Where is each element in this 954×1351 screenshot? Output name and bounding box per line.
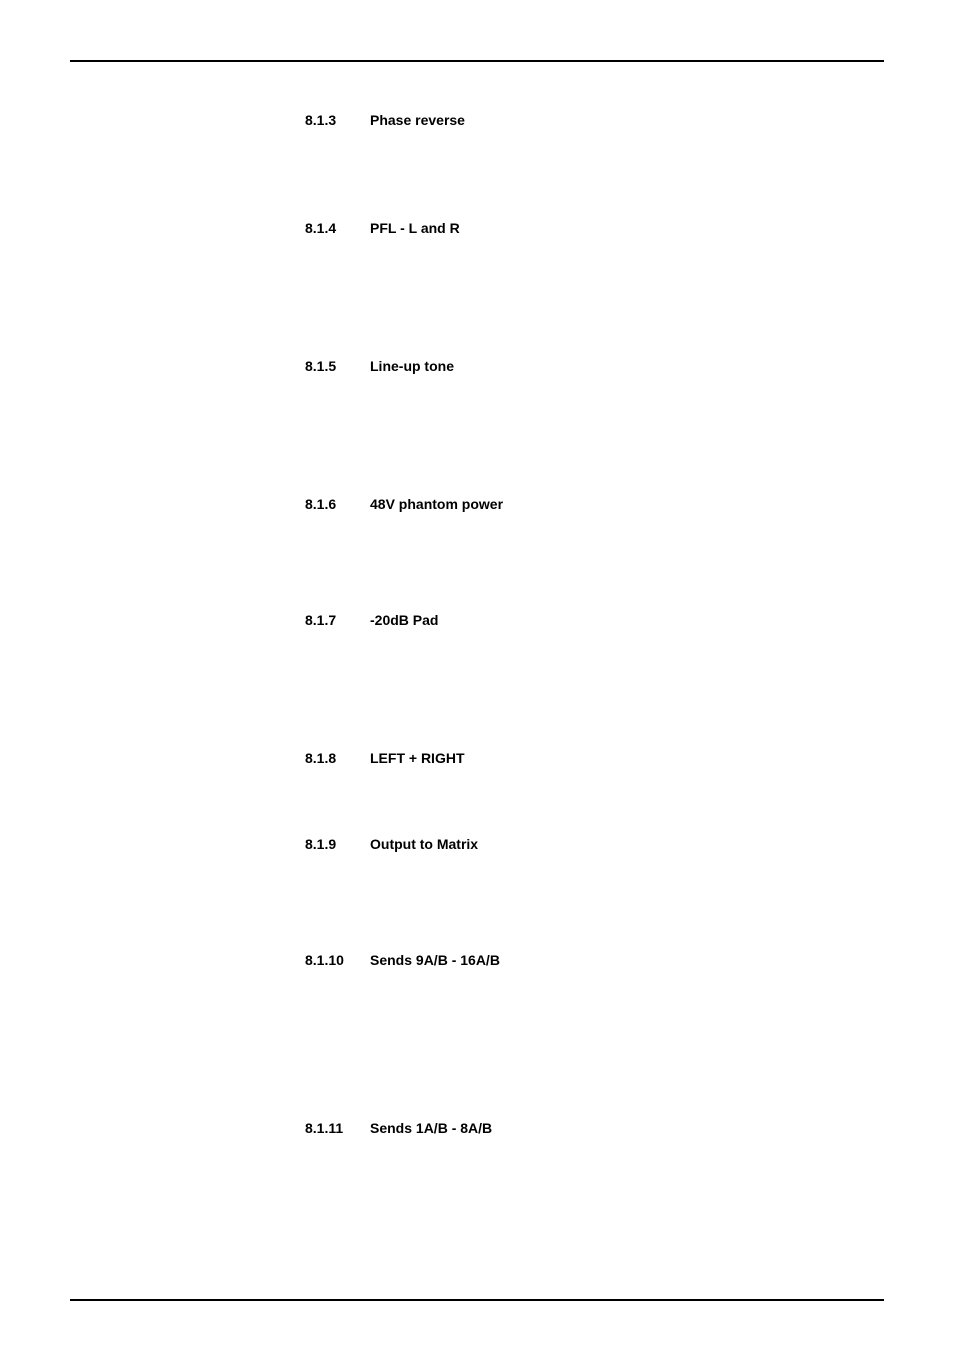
section-entry: 8.1.4 PFL - L and R (305, 220, 884, 236)
section-number: 8.1.8 (305, 750, 370, 766)
section-title: Sends 9A/B - 16A/B (370, 952, 500, 968)
section-entry: 8.1.7 -20dB Pad (305, 612, 884, 628)
section-entry: 8.1.10 Sends 9A/B - 16A/B (305, 952, 884, 968)
section-number: 8.1.6 (305, 496, 370, 512)
section-number: 8.1.9 (305, 836, 370, 852)
section-number: 8.1.7 (305, 612, 370, 628)
section-number: 8.1.4 (305, 220, 370, 236)
section-title: -20dB Pad (370, 612, 438, 628)
section-title: LEFT + RIGHT (370, 750, 465, 766)
section-number: 8.1.3 (305, 112, 370, 128)
section-entry: 8.1.8 LEFT + RIGHT (305, 750, 884, 766)
section-title: Phase reverse (370, 112, 465, 128)
content-area: 8.1.3 Phase reverse 8.1.4 PFL - L and R … (70, 112, 884, 1136)
section-number: 8.1.5 (305, 358, 370, 374)
section-entry: 8.1.3 Phase reverse (305, 112, 884, 128)
section-title: Line-up tone (370, 358, 454, 374)
section-title: 48V phantom power (370, 496, 503, 512)
section-number: 8.1.10 (305, 952, 370, 968)
section-entry: 8.1.11 Sends 1A/B - 8A/B (305, 1120, 884, 1136)
section-entry: 8.1.5 Line-up tone (305, 358, 884, 374)
document-page: 8.1.3 Phase reverse 8.1.4 PFL - L and R … (0, 0, 954, 1351)
section-title: Sends 1A/B - 8A/B (370, 1120, 492, 1136)
section-number: 8.1.11 (305, 1120, 370, 1136)
top-horizontal-rule (70, 60, 884, 62)
section-title: Output to Matrix (370, 836, 478, 852)
section-title: PFL - L and R (370, 220, 460, 236)
bottom-horizontal-rule (70, 1299, 884, 1301)
section-entry: 8.1.6 48V phantom power (305, 496, 884, 512)
section-entry: 8.1.9 Output to Matrix (305, 836, 884, 852)
